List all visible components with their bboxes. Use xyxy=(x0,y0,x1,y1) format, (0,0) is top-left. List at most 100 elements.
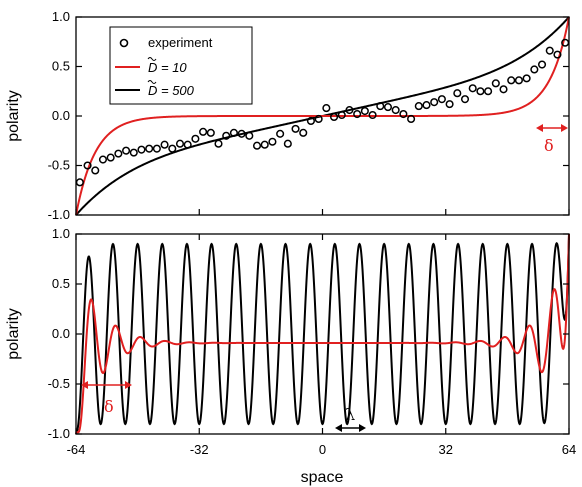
bottom-delta-annotation: δ xyxy=(81,381,132,416)
experiment-point xyxy=(514,76,523,85)
experiment-point xyxy=(407,114,416,124)
experiment-point xyxy=(145,144,154,153)
experiment-point xyxy=(214,139,223,148)
legend-label-d500-text: D = 500 xyxy=(148,83,195,98)
experiment-point xyxy=(122,146,131,155)
experiment-point xyxy=(430,98,439,107)
arrowhead-right-icon xyxy=(561,124,568,132)
experiment-point xyxy=(268,137,277,146)
experiment-point xyxy=(476,87,485,96)
top-panel: -1.0 -0.5 0.0 0.5 1.0 polarity experiment D … xyxy=(5,9,570,222)
experiment-point xyxy=(337,110,346,120)
bottom-y-tick-label: -0.5 xyxy=(48,376,70,391)
legend-box xyxy=(109,26,253,105)
experiment-point xyxy=(199,127,208,136)
tilde-icon xyxy=(147,80,157,84)
experiment-point xyxy=(453,89,462,98)
top-y-tick-label: -1.0 xyxy=(48,207,70,222)
bottom-y-tick-label: -1.0 xyxy=(48,426,70,441)
x-axis-label: space xyxy=(301,469,344,486)
experiment-point xyxy=(383,103,393,112)
experiment-point xyxy=(183,140,192,149)
bottom-y-tick-label: 0.5 xyxy=(52,276,70,291)
experiment-point xyxy=(322,104,331,113)
experiment-point xyxy=(129,148,138,157)
bottom-y-axis: -1.0 -0.5 0.0 0.5 1.0 xyxy=(48,226,569,441)
experiment-point xyxy=(98,155,108,164)
experiment-point xyxy=(206,128,215,137)
legend-label-d10: D = 10 xyxy=(148,60,187,75)
experiment-point xyxy=(422,101,431,110)
x-tick-label: 32 xyxy=(439,442,453,457)
legend: experiment D = 10 D = 500 xyxy=(109,26,253,105)
x-tick-label: -64 xyxy=(67,442,86,457)
experiment-point xyxy=(330,112,339,122)
experiment-point xyxy=(291,124,300,133)
oscillation-line xyxy=(75,233,570,435)
experiment-point xyxy=(160,140,169,149)
bottom-plot-content xyxy=(75,233,570,435)
experiment-point xyxy=(106,153,115,162)
experiment-point xyxy=(75,178,84,187)
top-delta-annotation: δ xyxy=(536,124,568,155)
experiment-point xyxy=(83,161,92,170)
tilde-icon xyxy=(147,57,157,61)
experiment-point xyxy=(414,102,423,111)
experiment-point xyxy=(491,79,500,88)
experiment-point xyxy=(175,139,185,148)
top-y-tick-label: 0.5 xyxy=(52,59,70,74)
experiment-point xyxy=(522,74,531,83)
bottom-y-axis-label: polarity xyxy=(5,308,22,360)
experiment-point xyxy=(399,109,408,119)
x-tick-label: 0 xyxy=(319,442,326,457)
experiment-point xyxy=(391,106,400,115)
experiment-point xyxy=(168,144,177,153)
legend-label-experiment: experiment xyxy=(148,35,213,50)
experiment-point xyxy=(530,65,539,74)
top-delta-label: δ xyxy=(544,136,554,155)
experiment-point xyxy=(445,100,454,109)
bottom-x-axis: -64 -32 0 32 64 xyxy=(67,209,576,457)
top-y-axis: -1.0 -0.5 0.0 0.5 1.0 xyxy=(48,9,569,222)
experiment-point xyxy=(314,114,323,124)
bottom-panel: -1.0 -0.5 0.0 0.5 1.0 -64 -32 0 32 64 polarity s… xyxy=(5,209,576,486)
experiment-point xyxy=(306,116,315,125)
x-tick-label: -32 xyxy=(190,442,209,457)
experiment-point xyxy=(299,128,308,137)
experiment-point xyxy=(114,149,123,158)
arrowhead-right-icon xyxy=(125,381,132,389)
experiment-point xyxy=(376,102,385,111)
experiment-point xyxy=(222,131,231,140)
x-tick-label: 64 xyxy=(562,442,576,457)
experiment-point xyxy=(353,109,362,119)
top-plot-content xyxy=(75,16,570,216)
experiment-point xyxy=(437,95,446,104)
experiment-point xyxy=(276,129,285,138)
experiment-point xyxy=(252,141,262,150)
damped-line xyxy=(75,233,570,435)
experiment-point xyxy=(468,84,477,93)
bottom-y-tick-label: 1.0 xyxy=(52,226,70,241)
experiment-point xyxy=(260,140,269,149)
top-y-tick-label: 0.0 xyxy=(52,108,70,123)
experiment-point xyxy=(191,134,200,143)
arrowhead-right-icon xyxy=(359,424,366,432)
experiment-point xyxy=(237,129,246,138)
bottom-plot-frame xyxy=(75,233,570,435)
arrowhead-left-icon xyxy=(536,124,543,132)
experiment-point xyxy=(545,46,554,55)
experiment-point xyxy=(537,60,547,69)
experiment-point xyxy=(91,166,100,175)
experiment-point xyxy=(137,145,146,154)
top-y-axis-label: polarity xyxy=(5,90,22,142)
experiment-point xyxy=(245,131,254,140)
experiment-point xyxy=(553,50,562,59)
arrowhead-left-icon xyxy=(81,381,88,389)
bottom-y-tick-label: 0.0 xyxy=(52,326,70,341)
lambda-label: λ xyxy=(345,405,355,424)
bottom-delta-label: δ xyxy=(104,397,114,416)
series-d10-line xyxy=(75,16,570,216)
lambda-annotation: λ xyxy=(335,405,366,432)
experiment-point xyxy=(345,106,354,115)
